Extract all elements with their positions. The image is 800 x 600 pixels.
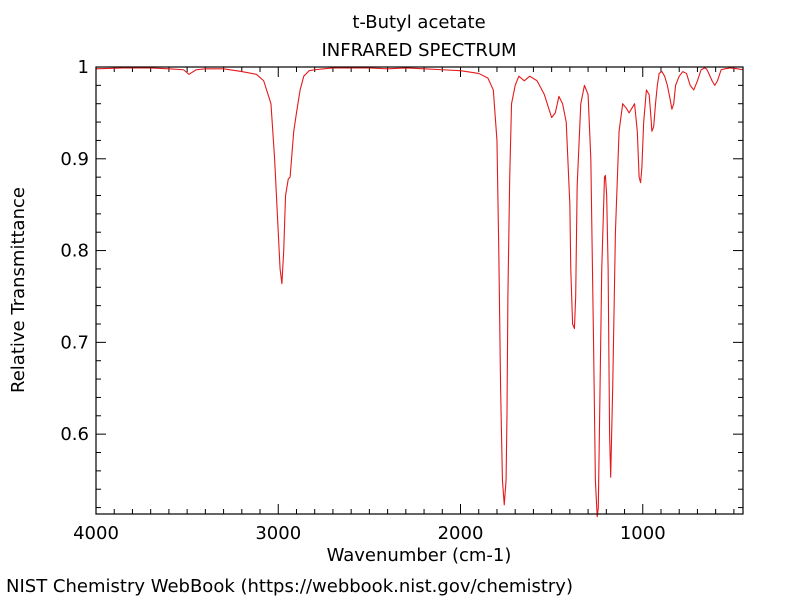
chart-title: t-Butyl acetate — [352, 12, 485, 33]
y-axis-label: Relative Transmittance — [8, 187, 29, 393]
x-tick-label: 3000 — [255, 523, 301, 544]
y-tick-label: 0.8 — [60, 241, 89, 262]
x-tick-label: 1000 — [620, 523, 666, 544]
spectrum-line — [95, 67, 744, 518]
axis-ticks — [95, 66, 743, 514]
y-tick-label: 0.6 — [60, 424, 89, 445]
plot-frame — [95, 66, 744, 515]
x-tick-label: 4000 — [73, 523, 119, 544]
y-tick-label: 0.9 — [60, 149, 89, 170]
ir-spectrum-chart: t-Butyl acetate INFRARED SPECTRUM 4000 30… — [8, 12, 744, 566]
y-tick-label: 0.7 — [60, 332, 89, 353]
chart-subtitle: INFRARED SPECTRUM — [321, 40, 516, 61]
y-tick-label: 1 — [78, 57, 89, 78]
x-tick-label: 2000 — [438, 523, 484, 544]
x-axis-label: Wavenumber (cm-1) — [327, 545, 512, 566]
source-attribution: NIST Chemistry WebBook (https://webbook.… — [6, 576, 573, 597]
axis-tick-labels: 4000 3000 2000 1000 1 0.9 0.8 0.7 0.6 — [60, 57, 665, 544]
